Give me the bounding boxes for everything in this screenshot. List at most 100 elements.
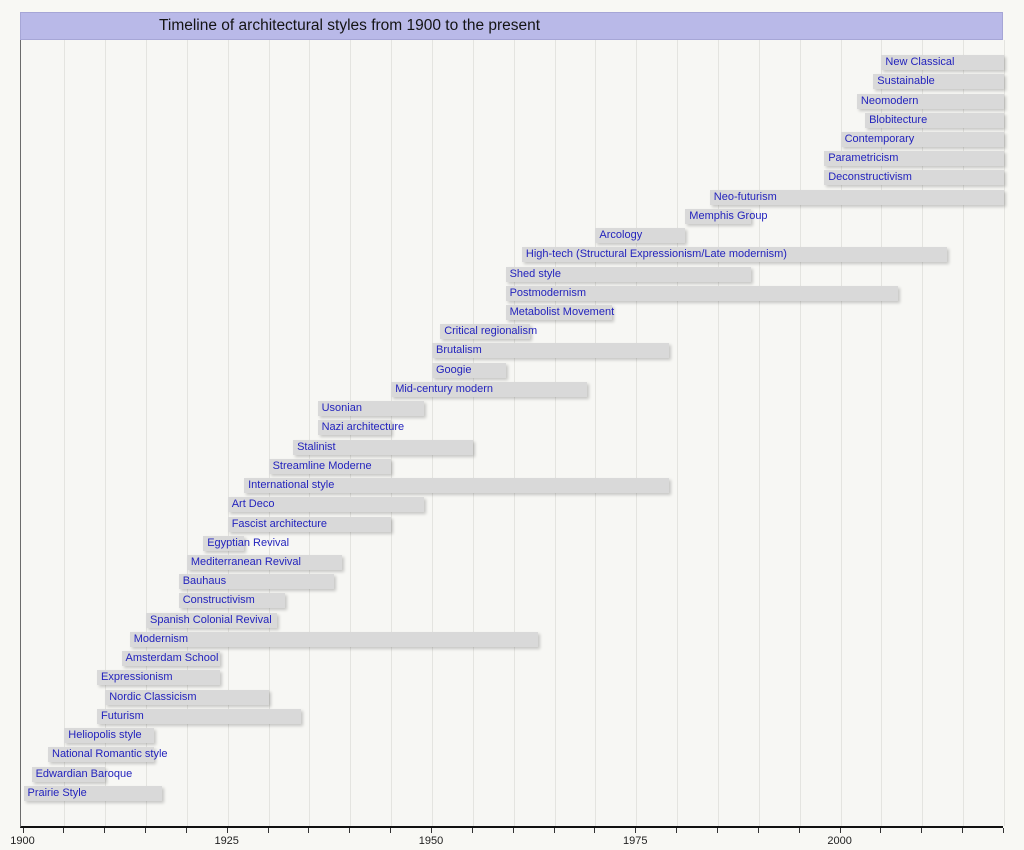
gridline (432, 40, 433, 826)
chart-title-bar: Timeline of architectural styles from 19… (20, 12, 1003, 40)
axis-tick (1003, 828, 1004, 833)
chart-title: Timeline of architectural styles from 19… (159, 17, 541, 34)
gridline (391, 40, 393, 826)
timeline-bar-label: Nazi architecture (321, 421, 405, 434)
axis-tick (185, 828, 187, 833)
gridline (922, 40, 924, 826)
axis-tick (104, 828, 106, 833)
timeline-bar-label: Mid-century modern (395, 382, 494, 395)
timeline-bar-label: Expressionism (101, 671, 173, 684)
timeline-bar-label: Fascist architecture (231, 517, 328, 530)
axis-tick (22, 828, 24, 833)
timeline-bar-label: New Classical (885, 56, 955, 68)
gridline (268, 40, 270, 826)
timeline-bar-label: Sustainable (877, 75, 935, 88)
gridline (64, 40, 66, 826)
gridline (799, 40, 801, 826)
axis-tick (921, 828, 923, 833)
timeline-bar: Parametricism (824, 151, 1004, 167)
timeline-bar: Nazi architecture (317, 420, 404, 436)
timeline-bar: Shed style (505, 266, 751, 282)
timeline-bar: International style (244, 478, 669, 494)
axis-tick (349, 828, 351, 833)
gridline (963, 40, 965, 826)
axis-tick (880, 828, 882, 833)
axis-year-label: 1925 (214, 835, 239, 847)
timeline-bar: Neo-futurism (709, 189, 1004, 205)
axis-tick (676, 828, 678, 833)
timeline-bar-label: Critical regionalism (444, 325, 538, 338)
timeline-bar: Egyptian Revival (203, 535, 289, 551)
timeline-bar-label: Prairie Style (27, 786, 87, 799)
timeline-bar-label: Memphis Group (689, 209, 768, 222)
axis-tick (308, 828, 310, 833)
axis-year-label: 1950 (418, 835, 444, 847)
timeline-bar: Futurism (97, 708, 302, 724)
timeline-bar-label: Parametricism (828, 152, 899, 165)
timeline-bar-label: Art Deco (231, 498, 275, 511)
gridline (186, 40, 188, 826)
axis-year-label: 1975 (623, 835, 648, 847)
gridline (1004, 40, 1005, 826)
timeline-bar: Metabolist Movement (505, 305, 615, 320)
timeline-bar: Modernism (129, 631, 539, 647)
axis-tick (63, 828, 65, 833)
axis-year-label: 2000 (827, 835, 852, 847)
gridline (309, 40, 311, 826)
timeline-bar-label: Arcology (599, 229, 643, 242)
timeline-bar: Constructivism (178, 593, 285, 609)
timeline-bar: Sustainable (873, 74, 1004, 90)
timeline-bar-label: Nordic Classicism (109, 690, 197, 703)
axis-year-label: 1900 (10, 835, 35, 847)
timeline-bar: Critical regionalism (440, 324, 537, 340)
gridline (636, 40, 638, 826)
gridline (472, 40, 474, 826)
gridline (758, 40, 760, 826)
gridline (840, 40, 842, 826)
timeline-bar-label: Shed style (509, 267, 561, 280)
timeline-bar-label: Postmodernism (509, 286, 587, 299)
gridline (881, 40, 883, 826)
timeline-bar: Nordic Classicism (105, 689, 269, 705)
axis-tick (798, 828, 800, 833)
plot-area: New Classical Sustainable Neomodern Blobite… (20, 40, 1005, 828)
gridline (718, 40, 719, 826)
timeline-bar: High-tech (Structural Expressionism/Late… (521, 247, 947, 263)
timeline-bar-label: Modernism (133, 632, 189, 645)
gridline (554, 40, 556, 826)
timeline-bar: Streamline Moderne (268, 458, 392, 474)
timeline-bar-label: Blobitecture (869, 113, 928, 126)
timeline-bar: Amsterdam School (121, 651, 220, 667)
axis-tick (962, 828, 964, 833)
timeline-bar: Contemporary (840, 131, 1004, 147)
timeline-bar-label: Constructivism (182, 594, 255, 607)
timeline-bar-label: Deconstructivism (828, 171, 912, 184)
timeline-bar: Googie (432, 362, 506, 378)
timeline-bar-label: Futurism (101, 709, 144, 722)
timeline-bar-label: Amsterdam School (125, 652, 219, 665)
gridline (513, 40, 515, 826)
timeline-bar-label: Brutalism (436, 344, 482, 357)
timeline-bar-label: Usonian (321, 402, 362, 415)
timeline-bar: Stalinist (293, 439, 473, 455)
timeline-bar-label: Googie (436, 363, 472, 376)
timeline-bar-label: Spanish Colonial Revival (150, 613, 272, 626)
timeline-bar-label: Neomodern (860, 94, 919, 107)
axis-tick (635, 828, 637, 833)
timeline-bar-label: High-tech (Structural Expressionism/Late… (525, 248, 787, 261)
timeline-bar: Mid-century modern (391, 381, 588, 397)
timeline-bar-label: Mediterranean Revival (190, 556, 301, 568)
timeline-bar: Heliopolis style (64, 728, 155, 744)
timeline-bar-label: Metabolist Movement (509, 306, 615, 318)
timeline-bar: Memphis Group (685, 208, 768, 224)
timeline-bar: Expressionism (97, 670, 220, 686)
axis-tick (431, 828, 432, 833)
axis-tick (757, 828, 759, 833)
timeline-bar-label: National Romantic style (52, 748, 168, 761)
gridline (227, 40, 229, 826)
timeline-bar: Art Deco (227, 497, 424, 513)
timeline-bar: Bauhaus (178, 574, 334, 590)
timeline-bar-label: Neo-futurism (713, 190, 777, 203)
timeline-bar: Neomodern (856, 93, 1004, 109)
timeline-bar: New Classical (881, 55, 1004, 70)
